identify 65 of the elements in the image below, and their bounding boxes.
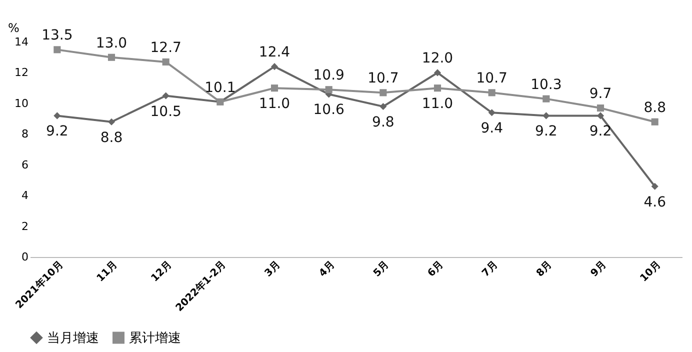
- x-tick-label: 11月: [95, 260, 120, 284]
- data-label: 12.0: [422, 50, 454, 67]
- data-label: 9.7: [589, 86, 612, 102]
- y-tick-label: 4: [22, 189, 28, 202]
- point: [54, 46, 61, 54]
- point: [596, 112, 604, 120]
- data-label: 9.8: [372, 114, 394, 130]
- point: [162, 92, 170, 100]
- data-label: 10.6: [313, 102, 345, 118]
- point: [488, 109, 496, 116]
- data-label: 13.5: [42, 28, 73, 44]
- x-tick-label: 6月: [426, 260, 446, 280]
- x-tick-label: 7月: [480, 260, 500, 280]
- point: [542, 112, 550, 120]
- x-tick-label: 9月: [589, 260, 609, 280]
- data-label: 12.4: [258, 44, 290, 61]
- legend-label: 累计增速: [129, 330, 181, 346]
- point: [108, 54, 116, 61]
- point: [108, 118, 116, 126]
- data-label: 9.2: [589, 124, 612, 140]
- y-tick-label: 2: [22, 220, 28, 233]
- y-tick-label: 12: [14, 66, 28, 80]
- y-tick-label: 6: [22, 158, 28, 172]
- data-label: 10.9: [313, 68, 344, 84]
- data-label: 9.4: [480, 120, 504, 137]
- point: [270, 84, 278, 92]
- point: [434, 69, 442, 76]
- y-tick-label: 8: [22, 128, 28, 141]
- point: [651, 182, 658, 190]
- data-label: 9.2: [46, 124, 68, 140]
- data-label: 8.8: [644, 100, 666, 116]
- y-tick-label: 10: [14, 96, 28, 110]
- point: [434, 84, 442, 92]
- x-tick-label: 5月: [372, 260, 392, 280]
- point: [270, 63, 278, 70]
- point: [542, 95, 550, 102]
- x-tick-label: 8月: [534, 260, 554, 280]
- y-tick-label: 0: [22, 250, 28, 264]
- data-label: 10.1: [204, 80, 236, 96]
- point: [651, 118, 658, 126]
- data-label: 9.2: [535, 124, 558, 140]
- data-label: 11.0: [422, 96, 454, 112]
- x-tick-label: 10月: [638, 260, 664, 284]
- data-label: 10.7: [476, 70, 508, 87]
- y-axis-title: %: [8, 21, 20, 35]
- data-label: 4.6: [644, 194, 666, 210]
- data-label: 8.8: [100, 130, 123, 146]
- data-label: 12.7: [150, 40, 182, 56]
- point: [380, 89, 387, 96]
- point: [488, 89, 496, 96]
- legend-label: 当月增速: [47, 330, 99, 346]
- data-label: 10.7: [368, 70, 399, 87]
- point: [54, 112, 61, 120]
- point: [162, 58, 170, 66]
- data-label: 10.3: [530, 76, 562, 93]
- x-tick-label: 4月: [317, 260, 338, 280]
- point: [380, 102, 387, 110]
- point: [596, 104, 604, 112]
- x-tick-label: 3月: [263, 260, 283, 280]
- point: [325, 86, 332, 94]
- data-label: 11.0: [258, 96, 290, 112]
- x-tick-label: 12月: [149, 260, 174, 284]
- data-label: 13.0: [96, 35, 128, 52]
- y-tick-label: 14: [14, 36, 28, 48]
- data-label: 10.5: [150, 104, 182, 120]
